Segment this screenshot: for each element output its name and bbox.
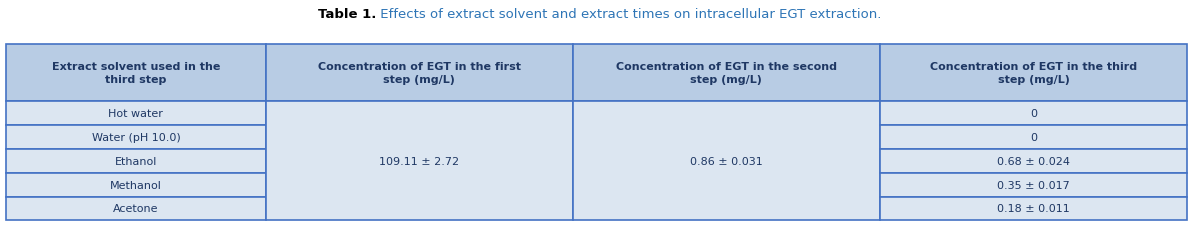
Text: 0.35 ± 0.017: 0.35 ± 0.017 — [997, 180, 1070, 190]
Text: 0.18 ± 0.011: 0.18 ± 0.011 — [997, 204, 1070, 214]
Text: Extract solvent used in the
third step: Extract solvent used in the third step — [51, 62, 220, 84]
Bar — [880, 173, 1187, 197]
Text: 0.68 ± 0.024: 0.68 ± 0.024 — [997, 156, 1070, 166]
Text: Water (pH 10.0): Water (pH 10.0) — [92, 132, 180, 142]
Text: 0: 0 — [1030, 132, 1037, 142]
Bar — [6, 125, 266, 149]
Bar — [266, 45, 573, 101]
Bar — [6, 173, 266, 197]
Text: Methanol: Methanol — [110, 180, 162, 190]
Bar — [573, 101, 880, 220]
Bar — [266, 101, 573, 220]
Text: 0.86 ± 0.031: 0.86 ± 0.031 — [690, 156, 762, 166]
Text: Table 1.: Table 1. — [319, 8, 377, 21]
Bar — [6, 197, 266, 220]
Bar — [880, 149, 1187, 173]
Text: Acetone: Acetone — [113, 204, 159, 214]
Bar — [880, 125, 1187, 149]
Text: Effects of extract solvent and extract times on intracellular EGT extraction.: Effects of extract solvent and extract t… — [377, 8, 882, 21]
Bar — [6, 45, 266, 101]
Bar — [880, 101, 1187, 125]
Text: 0: 0 — [1030, 108, 1037, 118]
Text: Ethanol: Ethanol — [115, 156, 157, 166]
Text: Concentration of EGT in the second
step (mg/L): Concentration of EGT in the second step … — [616, 62, 837, 84]
Text: Concentration of EGT in the third
step (mg/L): Concentration of EGT in the third step (… — [929, 62, 1137, 84]
Text: 109.11 ± 2.72: 109.11 ± 2.72 — [379, 156, 459, 166]
Bar — [573, 45, 880, 101]
Bar — [6, 149, 266, 173]
Text: Hot water: Hot water — [109, 108, 163, 118]
Text: Concentration of EGT in the first
step (mg/L): Concentration of EGT in the first step (… — [317, 62, 521, 84]
Bar — [6, 101, 266, 125]
Bar — [880, 197, 1187, 220]
Bar — [880, 45, 1187, 101]
